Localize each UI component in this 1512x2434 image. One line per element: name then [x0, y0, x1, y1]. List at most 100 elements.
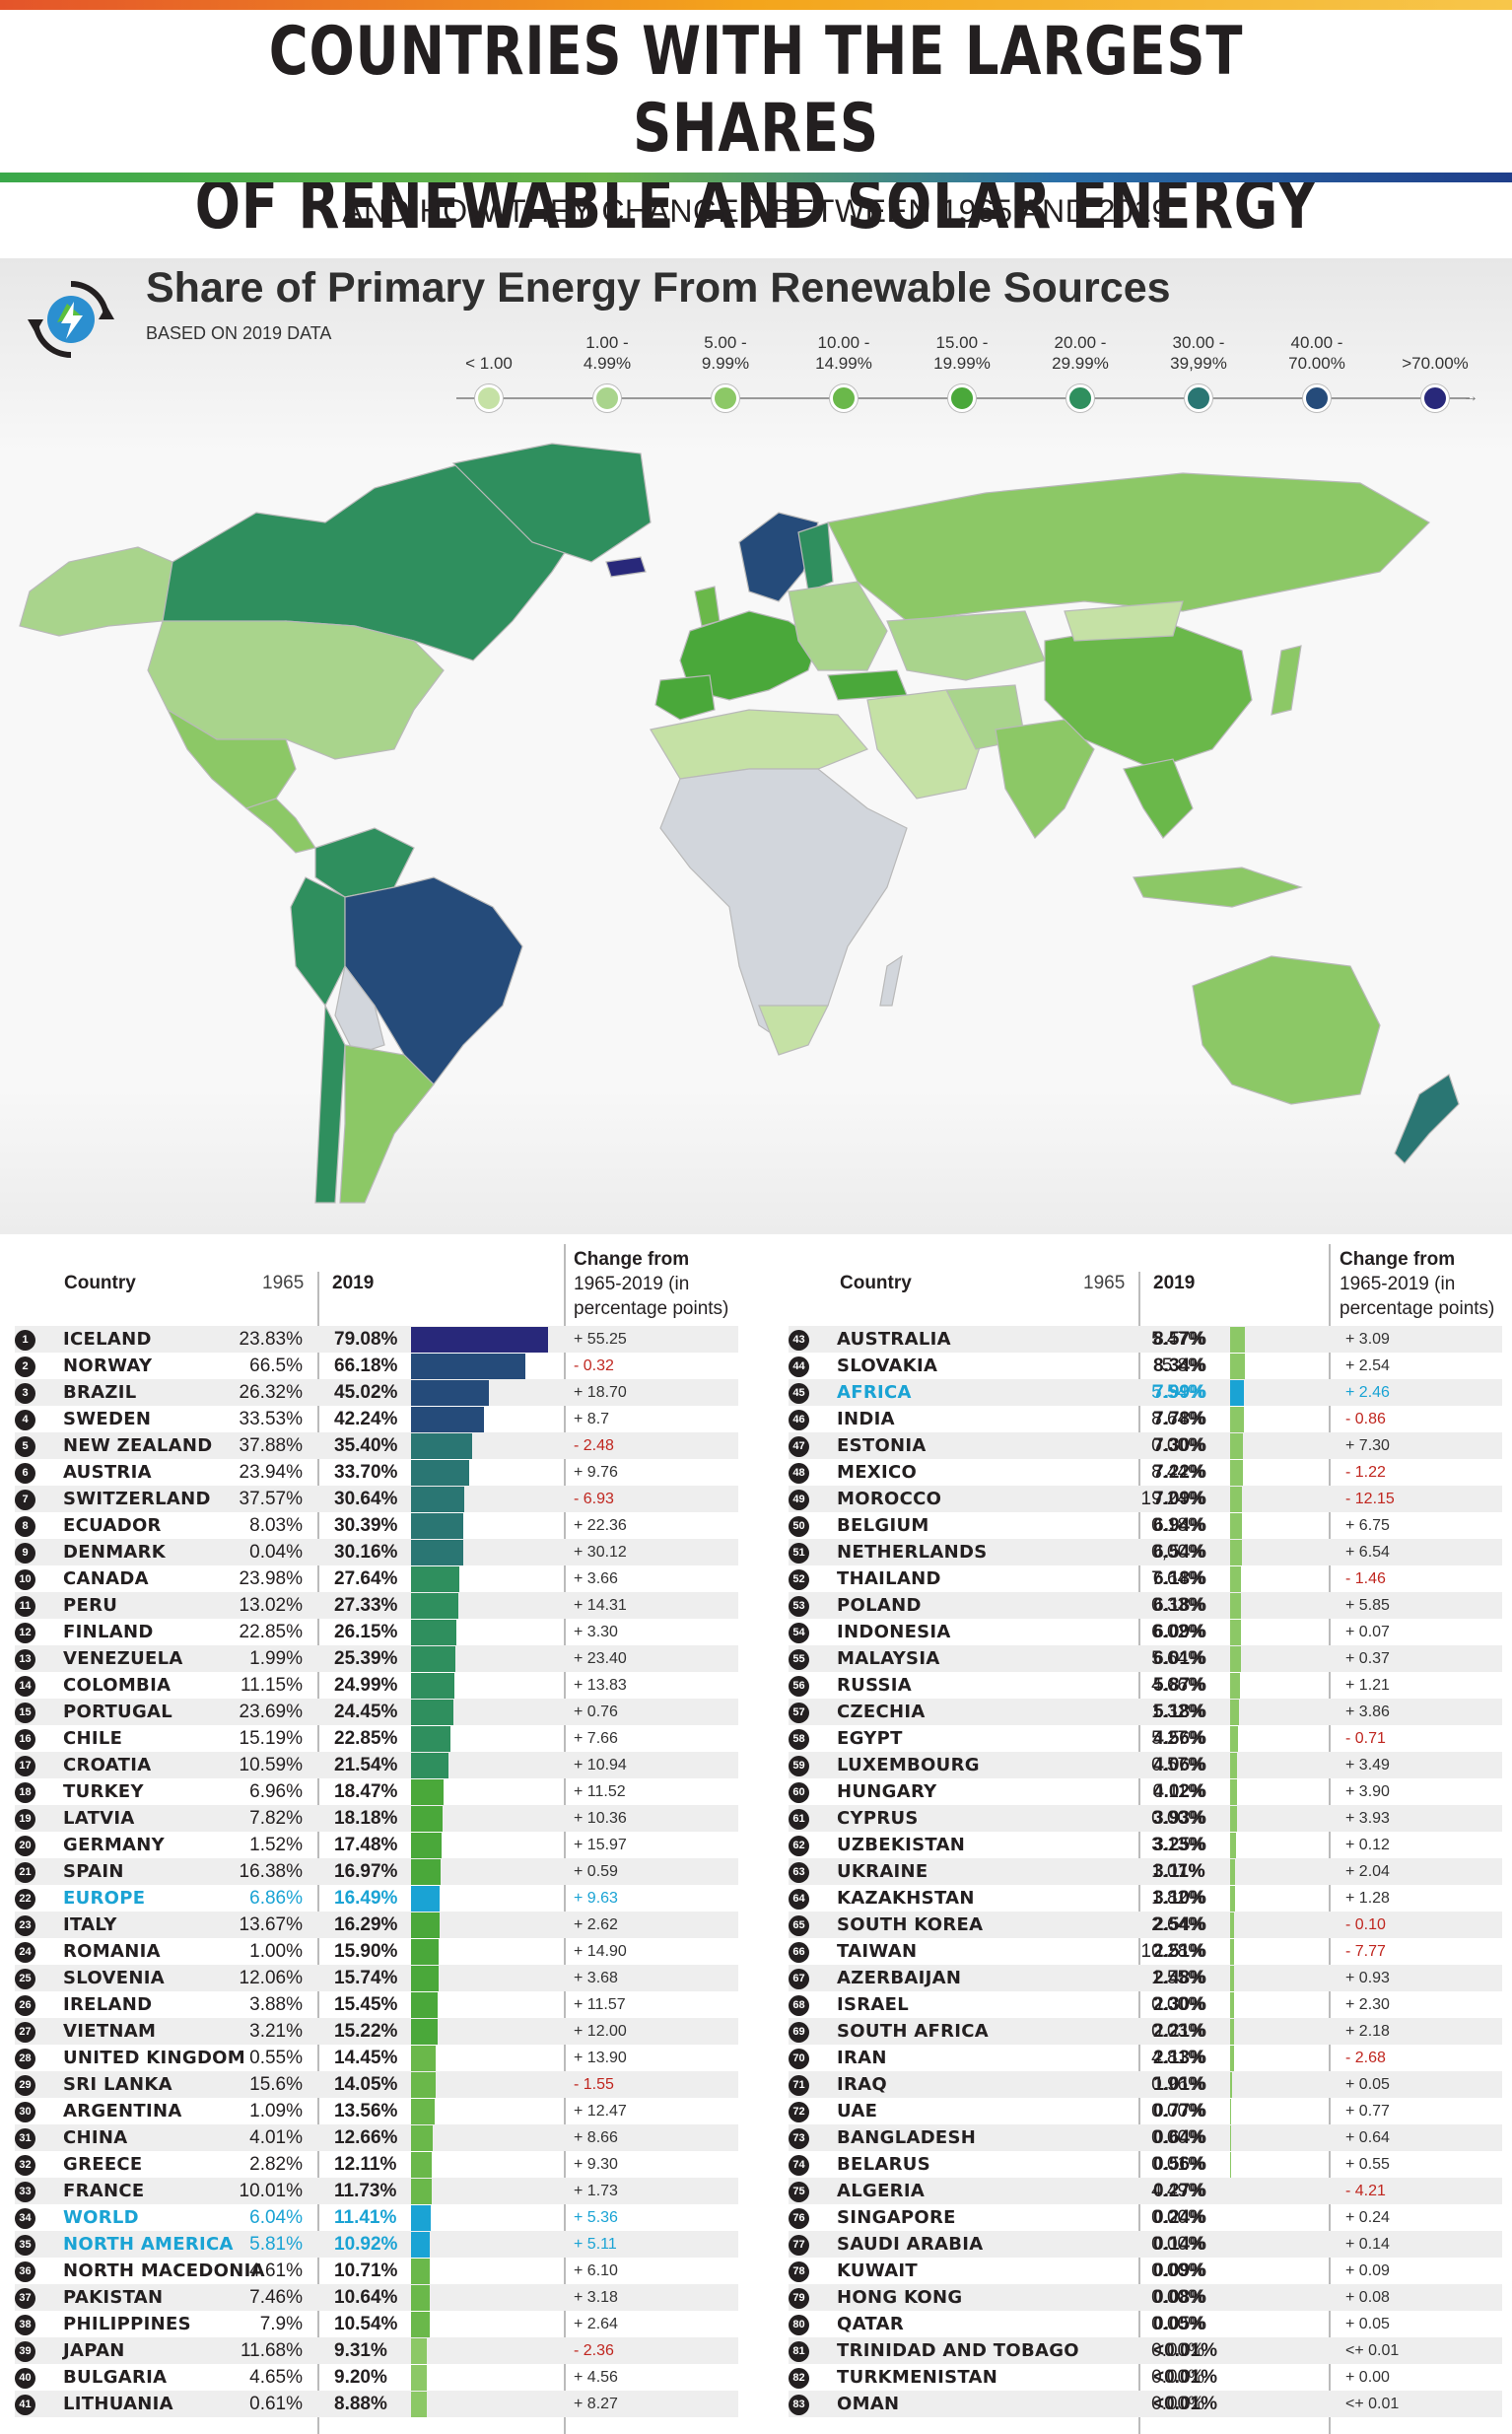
- rank-badge: 1: [15, 1330, 35, 1351]
- rank-badge: 40: [15, 2368, 35, 2389]
- col-2019-left: 2019: [332, 1273, 375, 1293]
- value-2019: 42.24%: [334, 1409, 398, 1429]
- value-1965: 2.64%: [1151, 1914, 1204, 1935]
- value-2019: 15.74%: [334, 1968, 398, 1988]
- map-japan: [1271, 645, 1302, 716]
- value-bar: [411, 1806, 443, 1832]
- country-name: NORTH AMERICA: [63, 2234, 234, 2255]
- change-value: <+ 0.01: [1345, 2342, 1400, 2359]
- country-name: LITHUANIA: [63, 2394, 173, 2414]
- country-name: MEXICO: [837, 1462, 918, 1483]
- change-value: + 11.52: [574, 1783, 626, 1800]
- rank-badge: 62: [789, 1836, 809, 1856]
- legend-label: 5.00 -9.99%: [701, 333, 750, 373]
- table-row: 41 LITHUANIA 0.61% 8.88% + 8.27: [15, 2391, 738, 2417]
- row-stripe: [15, 2071, 738, 2098]
- value-bar: [1230, 2072, 1232, 2098]
- country-name: LUXEMBOURG: [837, 1755, 980, 1775]
- value-bar: [411, 2152, 433, 2178]
- rank-badge: 72: [789, 2102, 809, 2122]
- value-2019: 25.39%: [334, 1648, 398, 1669]
- value-bar: [1230, 1779, 1238, 1805]
- value-bar: [1230, 1620, 1241, 1645]
- rank-badge: 82: [789, 2368, 809, 2389]
- table-row: 68 ISRAEL 0.00% 2.30% + 2.30: [789, 1991, 1502, 2018]
- table-row: 17 CROATIA 10.59% 21.54% + 10.94: [15, 1752, 738, 1778]
- change-value: + 7.30: [1345, 1437, 1390, 1454]
- table-row: 77 SAUDI ARABIA 0.00% 0.14% + 0.14: [789, 2231, 1502, 2258]
- value-1965: 5.47%: [1151, 1329, 1204, 1350]
- value-2019: 2.30%: [1153, 1994, 1206, 2015]
- country-name: RUSSIA: [837, 1675, 913, 1696]
- rank-badge: 61: [789, 1809, 809, 1830]
- legend-label: < 1.00: [465, 354, 513, 373]
- value-bar: [411, 1753, 448, 1778]
- change-value: + 8.66: [574, 2129, 618, 2146]
- map-subtitle: BASED ON 2019 DATA: [146, 323, 332, 343]
- rank-badge: 71: [789, 2075, 809, 2096]
- row-stripe: [789, 1645, 1502, 1672]
- country-name: DENMARK: [63, 1542, 167, 1563]
- value-bar: [411, 2125, 434, 2151]
- row-stripe: [789, 2337, 1502, 2364]
- value-1965: 5.64%: [1151, 1648, 1204, 1669]
- row-stripe: [789, 2071, 1502, 2098]
- change-value: + 3.09: [1345, 1331, 1390, 1348]
- table-row: 46 INDIA 8.64% 7.78% - 0.86: [789, 1406, 1502, 1432]
- value-bar: [1230, 1460, 1243, 1486]
- value-bar: [1230, 1673, 1241, 1699]
- change-value: - 7.77: [1345, 1943, 1386, 1960]
- change-value: - 1.46: [1345, 1570, 1386, 1587]
- rank-badge: 5: [15, 1436, 35, 1457]
- rank-badge: 83: [789, 2395, 809, 2415]
- value-1965: 0.00%: [1151, 2287, 1204, 2308]
- change-value: + 0.00: [1345, 2369, 1390, 2386]
- value-2019: 6.18%: [1153, 1568, 1206, 1589]
- table-row: 16 CHILE 15.19% 22.85% + 7.66: [15, 1725, 738, 1752]
- country-name: ALGERIA: [837, 2181, 926, 2201]
- row-stripe: [789, 1539, 1502, 1565]
- country-name: AUSTRALIA: [837, 1329, 951, 1350]
- rank-badge: 29: [15, 2075, 35, 2096]
- table-row: 66 TAIWAN 10.28% 2.51% - 7.77: [789, 1938, 1502, 1965]
- legend-swatch: [830, 384, 858, 412]
- value-bar: [1230, 2152, 1231, 2178]
- table-row: 64 KAZAKHSTAN 1.82% 3.10% + 1.28: [789, 1885, 1502, 1912]
- table-row: 61 CYPRUS 0.00% 3.93% + 3.93: [789, 1805, 1502, 1832]
- value-1965: 0.00%: [1151, 2234, 1204, 2255]
- change-value: + 3.30: [574, 1624, 618, 1640]
- divider-right-1: [1138, 1272, 1140, 2434]
- value-bar: [1230, 1487, 1243, 1512]
- map-western-europe: [679, 610, 819, 701]
- value-1965: 13.67%: [239, 1914, 303, 1935]
- value-2019: 10.64%: [334, 2287, 398, 2308]
- value-1965: 1.55%: [1151, 1968, 1204, 1988]
- rank-badge: 36: [15, 2261, 35, 2282]
- change-value: + 12.00: [574, 2023, 627, 2040]
- value-2019: 6.01%: [1153, 1648, 1206, 1669]
- change-value: - 12.15: [1345, 1491, 1395, 1507]
- value-bar: [1230, 1433, 1243, 1459]
- value-2019: 13.56%: [334, 2101, 398, 2121]
- change-value: + 2.46: [1345, 1384, 1390, 1401]
- value-1965: 1.32%: [1151, 1702, 1204, 1722]
- table-row: 51 NETHERLANDS 0,00% 6.54% + 6.54: [789, 1539, 1502, 1565]
- country-name: FRANCE: [63, 2181, 145, 2201]
- value-bar: [411, 1513, 464, 1539]
- country-name: THAILAND: [837, 1568, 941, 1589]
- value-2019: 11.73%: [334, 2181, 397, 2201]
- rank-badge: 49: [789, 1490, 809, 1510]
- change-value: + 0.14: [1345, 2236, 1390, 2253]
- country-name: BELARUS: [837, 2154, 930, 2175]
- table-row: 4 SWEDEN 33.53% 42.24% + 8.7: [15, 1406, 738, 1432]
- rank-badge: 35: [15, 2235, 35, 2256]
- legend-label: 40.00 -70.00%: [1288, 333, 1345, 373]
- value-bar: [1230, 1593, 1241, 1619]
- table-row: 3 BRAZIL 26.32% 45.02% + 18.70: [15, 1379, 738, 1406]
- value-2019: <0.01%: [1153, 2394, 1217, 2414]
- country-name: UNITED KINGDOM: [63, 2048, 245, 2068]
- value-bar: [411, 1966, 439, 1991]
- value-2019: 35.40%: [334, 1435, 398, 1456]
- value-2019: 15.90%: [334, 1941, 398, 1962]
- row-stripe: [789, 2391, 1502, 2417]
